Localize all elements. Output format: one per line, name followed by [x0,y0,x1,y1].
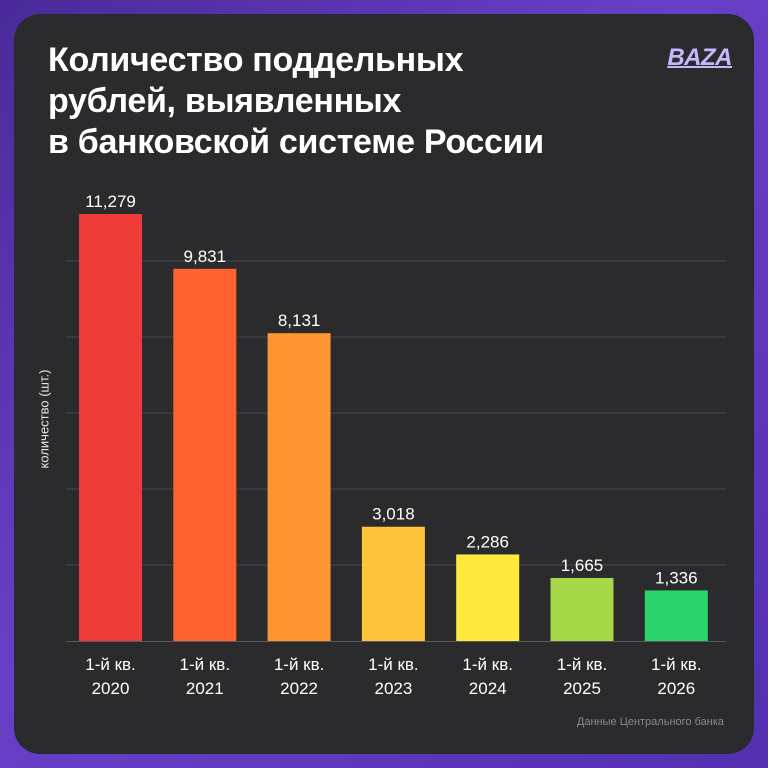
x-tick-label-year: 2024 [469,679,507,698]
value-label-2021: 9,831 [184,247,227,266]
baza-logo: BAZA [667,44,732,71]
title-line-3: в банковской системе России [48,123,544,161]
chart-card: Количество поддельных рублей, выявленных… [14,14,754,754]
x-tick-label-quarter: 1-й кв. [368,655,419,674]
bar-chart: 11,279 1-й кв. 2020 9,831 1-й кв. 2021 8,131 1-… [66,192,726,698]
bar-2023 [361,526,425,641]
x-tick-label-year: 2026 [657,679,695,698]
x-tick-label-quarter: 1-й кв. [180,655,231,674]
value-label-2020: 11,279 [85,192,136,211]
value-label-2023: 3,018 [372,505,415,524]
title-line-1: Количество поддельных [48,41,464,79]
value-label-2022: 8,131 [278,311,321,330]
value-label-2025: 1,665 [561,556,604,575]
page-title: Количество поддельных рублей, выявленных… [48,40,544,163]
x-tick-label-year: 2021 [186,679,224,698]
x-tick-label-year: 2020 [92,679,130,698]
bar-2024 [456,554,520,641]
bar-2021 [173,268,237,641]
x-tick-label-quarter: 1-й кв. [651,655,702,674]
x-tick-label-quarter: 1-й кв. [462,655,513,674]
x-tick-label-year: 2022 [280,679,318,698]
title-line-2: рублей, выявленных [48,82,402,120]
bar-2020 [79,214,142,641]
x-tick-label-year: 2023 [374,679,412,698]
value-label-2026: 1,336 [655,568,698,587]
source-note: Данные Центрального банка [576,716,724,728]
value-label-2024: 2,286 [466,532,509,551]
bar-2025 [550,577,614,641]
bar-2022 [267,333,331,641]
x-tick-label-quarter: 1-й кв. [274,655,325,674]
x-tick-label-quarter: 1-й кв. [557,655,608,674]
x-tick-label-quarter: 1-й кв. [85,655,136,674]
bar-2026 [644,590,708,641]
x-tick-label-year: 2025 [563,679,601,698]
